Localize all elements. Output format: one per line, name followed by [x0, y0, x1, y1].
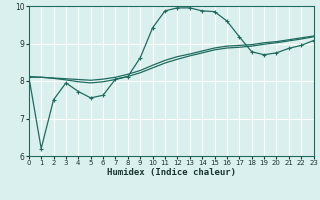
X-axis label: Humidex (Indice chaleur): Humidex (Indice chaleur) — [107, 168, 236, 177]
